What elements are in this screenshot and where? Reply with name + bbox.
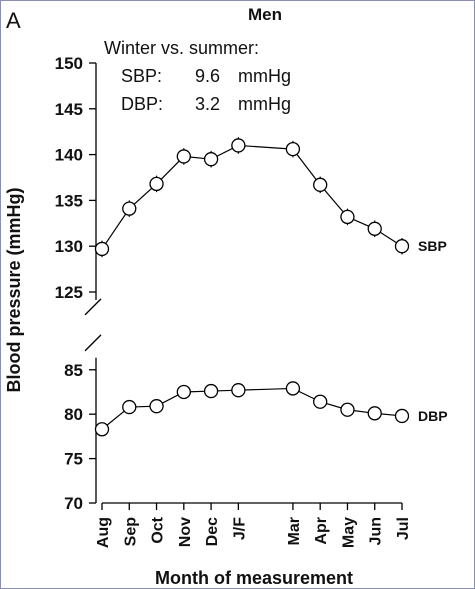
data-point-dbp bbox=[203, 383, 219, 399]
y-tick-label: 75 bbox=[64, 450, 83, 469]
y-tick-label: 70 bbox=[64, 494, 83, 513]
panel-label: A bbox=[6, 8, 21, 33]
data-point-sbp bbox=[313, 177, 328, 192]
data-point-sbp bbox=[149, 176, 164, 192]
x-tick-label: Jun bbox=[368, 517, 385, 545]
y-tick-label: 145 bbox=[55, 100, 83, 119]
annotation-dbp-value: 3.2 bbox=[195, 94, 220, 114]
annotation-dbp-label: DBP: bbox=[121, 94, 163, 114]
series-label-dbp: DBP bbox=[418, 408, 448, 424]
annotation-dbp-unit: mmHg bbox=[238, 94, 291, 114]
y-tick-label: 130 bbox=[55, 237, 83, 256]
y-tick-label: 135 bbox=[55, 191, 83, 210]
data-point-dbp bbox=[94, 422, 110, 437]
data-point-sbp bbox=[176, 149, 191, 164]
chart-title: Men bbox=[248, 5, 282, 24]
series-line-dbp bbox=[101, 387, 403, 430]
y-tick-label: 80 bbox=[64, 405, 83, 424]
x-tick-label: Aug bbox=[95, 517, 112, 548]
data-point-dbp bbox=[149, 399, 164, 414]
x-tick-label: Oct bbox=[150, 516, 167, 543]
x-tick-label: Mar bbox=[286, 517, 303, 545]
data-point-sbp bbox=[122, 201, 137, 216]
data-point-dbp bbox=[394, 408, 410, 424]
axis-break-mark bbox=[84, 298, 102, 316]
x-tick-label: Jul bbox=[395, 517, 412, 540]
data-point-sbp bbox=[285, 141, 301, 157]
data-point-dbp bbox=[122, 399, 137, 415]
x-tick-label: Nov bbox=[177, 517, 194, 547]
x-tick-label: May bbox=[340, 517, 357, 548]
data-point-dbp bbox=[176, 384, 191, 400]
y-tick-label: 150 bbox=[55, 54, 83, 73]
y-tick-label: 85 bbox=[64, 361, 83, 380]
x-tick-label: Dec bbox=[204, 517, 221, 546]
data-point-sbp bbox=[340, 209, 355, 225]
data-point-sbp bbox=[94, 241, 110, 257]
data-point-dbp bbox=[340, 402, 355, 417]
data-point-dbp bbox=[313, 394, 328, 409]
data-point-dbp bbox=[231, 383, 246, 398]
annotation-sbp-label: SBP: bbox=[121, 66, 162, 86]
y-axis-title: Blood pressure (mmHg) bbox=[4, 187, 24, 392]
data-point-sbp bbox=[203, 152, 219, 167]
data-point-sbp bbox=[367, 221, 382, 236]
axis-break-mark bbox=[84, 334, 102, 352]
y-tick-label: 125 bbox=[55, 283, 83, 302]
series-line-sbp bbox=[101, 144, 403, 250]
annotation-heading: Winter vs. summer: bbox=[104, 38, 259, 58]
data-point-sbp bbox=[231, 138, 246, 153]
data-point-dbp bbox=[285, 381, 301, 396]
x-tick-label: Apr bbox=[313, 517, 330, 545]
annotation-sbp-unit: mmHg bbox=[238, 66, 291, 86]
data-point-dbp bbox=[367, 406, 382, 421]
series-label-sbp: SBP bbox=[418, 238, 447, 254]
x-axis-title: Month of measurement bbox=[155, 568, 353, 588]
plot-area: 125 130 135 140 145 150 70 75 80 85 Aug Sep Oct Nov De… bbox=[55, 54, 448, 548]
y-tick-label: 140 bbox=[55, 146, 83, 165]
data-point-sbp bbox=[394, 239, 410, 254]
x-tick-label: Sep bbox=[122, 517, 139, 547]
x-tick-label: J/F bbox=[231, 517, 248, 540]
annotation-sbp-value: 9.6 bbox=[195, 66, 220, 86]
